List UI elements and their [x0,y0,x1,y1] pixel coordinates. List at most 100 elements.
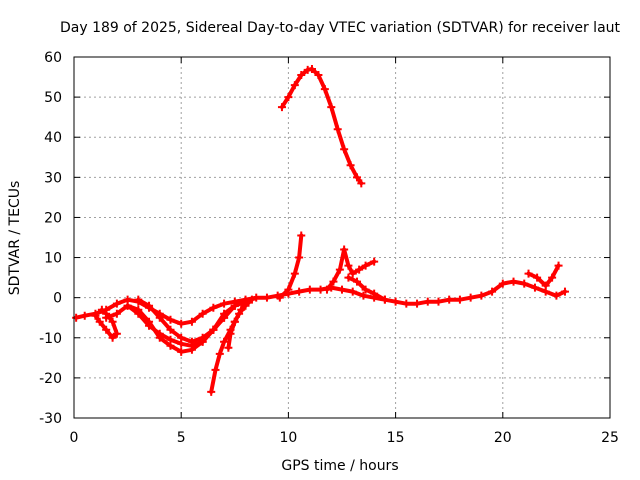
x-tick-label: 20 [494,430,512,446]
series-peak-arc [277,65,366,188]
data-point [329,277,338,286]
data-point [413,299,422,308]
data-point [370,289,379,298]
grid [74,57,610,418]
data-point [166,315,175,324]
data-point [166,325,175,334]
series-line [277,233,304,300]
series-spike-b [322,245,379,294]
data-point [314,71,323,80]
y-tick-label: 60 [44,50,62,66]
data-point [524,269,533,278]
series-drop-e [224,295,256,352]
data-point [102,309,111,318]
data-point [305,285,314,294]
data-point [353,173,362,182]
data-point [198,309,207,318]
data-point [112,309,121,318]
data-point [295,253,304,262]
data-point [530,283,539,292]
y-axis-title: SDTVAR / TECUs [7,181,23,296]
x-tick-labels: 0 5 10 15 20 25 [70,430,619,446]
data-point [209,303,218,312]
series-line [93,307,119,340]
x-axis-title: GPS time / hours [281,458,398,474]
data-point [541,281,550,290]
data-point [215,349,224,358]
data-point [177,319,186,328]
data-point [348,269,357,278]
ticks [73,56,611,419]
y-tick-label: 50 [44,90,62,106]
data-point [230,317,239,326]
chart-title: Day 189 of 2025, Sidereal Day-to-day VTE… [60,20,621,36]
data-point [346,161,355,170]
data-point [275,293,284,302]
data-point [359,291,368,300]
data-point [207,387,216,396]
data-point [220,337,229,346]
data-point [102,325,111,334]
data-point [348,287,357,296]
data-point [466,293,475,302]
data-point [220,313,229,322]
data-point [391,297,400,306]
x-tick-label: 25 [601,430,619,446]
data-point [95,317,104,326]
data-point [434,297,443,306]
data-point [548,273,557,282]
data-point [357,179,366,188]
data-point [320,85,329,94]
data-point [322,285,331,294]
data-point [355,265,364,274]
data-point [445,295,454,304]
data-point [277,103,286,112]
data-point [123,301,132,310]
data-point [145,317,154,326]
x-tick-label: 15 [387,430,405,446]
data-point [262,293,271,302]
data-point [455,295,464,304]
data-point [187,337,196,346]
data-point [145,301,154,310]
data-point [307,65,316,74]
data-point [155,333,164,342]
data-point [247,295,256,304]
data-point [91,311,100,320]
data-point [370,257,379,266]
x-tick-label: 0 [70,430,79,446]
y-tick-label: -10 [39,331,62,347]
data-point [335,265,344,274]
data-point [97,305,106,314]
data-point [520,279,529,288]
data-point [297,71,306,80]
data-point [344,273,353,282]
data-point [290,81,299,90]
y-tick-label: -30 [39,411,62,427]
data-point [284,93,293,102]
data-point [498,279,507,288]
data-point [290,269,299,278]
data-point [187,345,196,354]
data-point [344,261,353,270]
data-point [402,299,411,308]
data-point [177,333,186,342]
series-spike-a [275,231,306,302]
data-point [380,295,389,304]
data-point [340,245,349,254]
data-point [108,317,117,326]
series-layer [72,65,569,396]
x-tick-label: 10 [279,430,297,446]
series-loop-right [344,273,389,304]
data-point [361,285,370,294]
data-point [284,285,293,294]
data-point [220,299,229,308]
data-point [209,325,218,334]
data-point [155,313,164,322]
series-line [280,67,364,186]
y-tick-label: 30 [44,170,62,186]
data-point [72,313,81,322]
x-tick-label: 5 [177,430,186,446]
data-point [112,329,121,338]
